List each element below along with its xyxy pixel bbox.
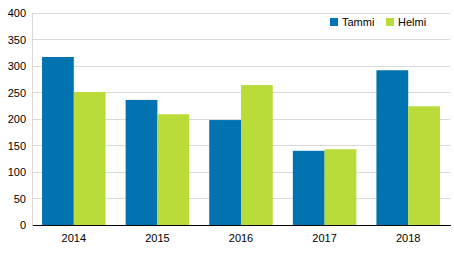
y-tick: 50	[14, 193, 32, 205]
y-axis: 0 50 100 150 200 250 300 350 400	[8, 7, 33, 231]
y-tick-label: 0	[20, 219, 26, 231]
y-tick-label: 100	[8, 166, 26, 178]
y-tick: 300	[8, 60, 32, 72]
bar	[408, 106, 440, 225]
y-axis-line	[32, 14, 33, 226]
y-tick-label: 250	[8, 87, 26, 99]
y-tick-label: 50	[14, 193, 26, 205]
bar-series	[42, 57, 408, 225]
y-tick-label: 200	[8, 113, 26, 125]
legend-swatch	[386, 18, 394, 26]
legend: Tammi Helmi	[330, 16, 426, 28]
y-tick: 100	[8, 166, 32, 178]
plot: 0 50 100 150 200 250 300 350 400 2014 2015 2016 2017…	[8, 7, 451, 244]
x-axis-line	[33, 225, 451, 226]
y-tick: 200	[8, 113, 32, 125]
x-tick: 2018	[396, 225, 420, 244]
bar	[293, 151, 325, 225]
bar	[157, 114, 189, 225]
y-tick: 150	[8, 140, 32, 152]
bar	[376, 70, 408, 225]
grid	[32, 13, 450, 225]
y-tick-label: 150	[8, 140, 26, 152]
x-tick-label: 2014	[62, 232, 86, 244]
x-axis: 2014 2015 2016 2017 2018	[33, 225, 451, 244]
y-tick: 250	[8, 87, 32, 99]
x-tick-label: 2016	[229, 232, 253, 244]
bar	[126, 100, 158, 225]
chart: 0 50 100 150 200 250 300 350 400 2014 2015 2016 2017…	[0, 0, 454, 253]
bars	[42, 57, 440, 225]
x-tick: 2014	[62, 225, 86, 244]
bar	[42, 57, 74, 225]
x-tick-label: 2015	[145, 232, 169, 244]
y-tick: 400	[8, 7, 32, 19]
grid-line	[32, 13, 450, 14]
x-tick-label: 2018	[396, 232, 420, 244]
x-tick-label: 2017	[312, 232, 336, 244]
legend-label: Tammi	[342, 16, 374, 28]
y-tick-label: 350	[8, 34, 26, 46]
legend-label: Helmi	[398, 16, 426, 28]
bar	[241, 85, 273, 225]
legend-item: Helmi	[386, 16, 426, 28]
x-tick: 2017	[312, 225, 336, 244]
x-tick: 2015	[145, 225, 169, 244]
bar	[209, 120, 241, 225]
y-tick: 350	[8, 34, 32, 46]
bar	[74, 92, 106, 225]
x-tick: 2016	[229, 225, 253, 244]
legend-swatch	[330, 18, 338, 26]
bar-series	[74, 85, 440, 225]
legend-item: Tammi	[330, 16, 374, 28]
y-tick-label: 400	[8, 7, 26, 19]
bar	[325, 149, 357, 225]
grid-line	[32, 66, 450, 67]
grid-line	[32, 39, 450, 40]
y-tick-label: 300	[8, 60, 26, 72]
y-tick: 0	[20, 219, 32, 231]
